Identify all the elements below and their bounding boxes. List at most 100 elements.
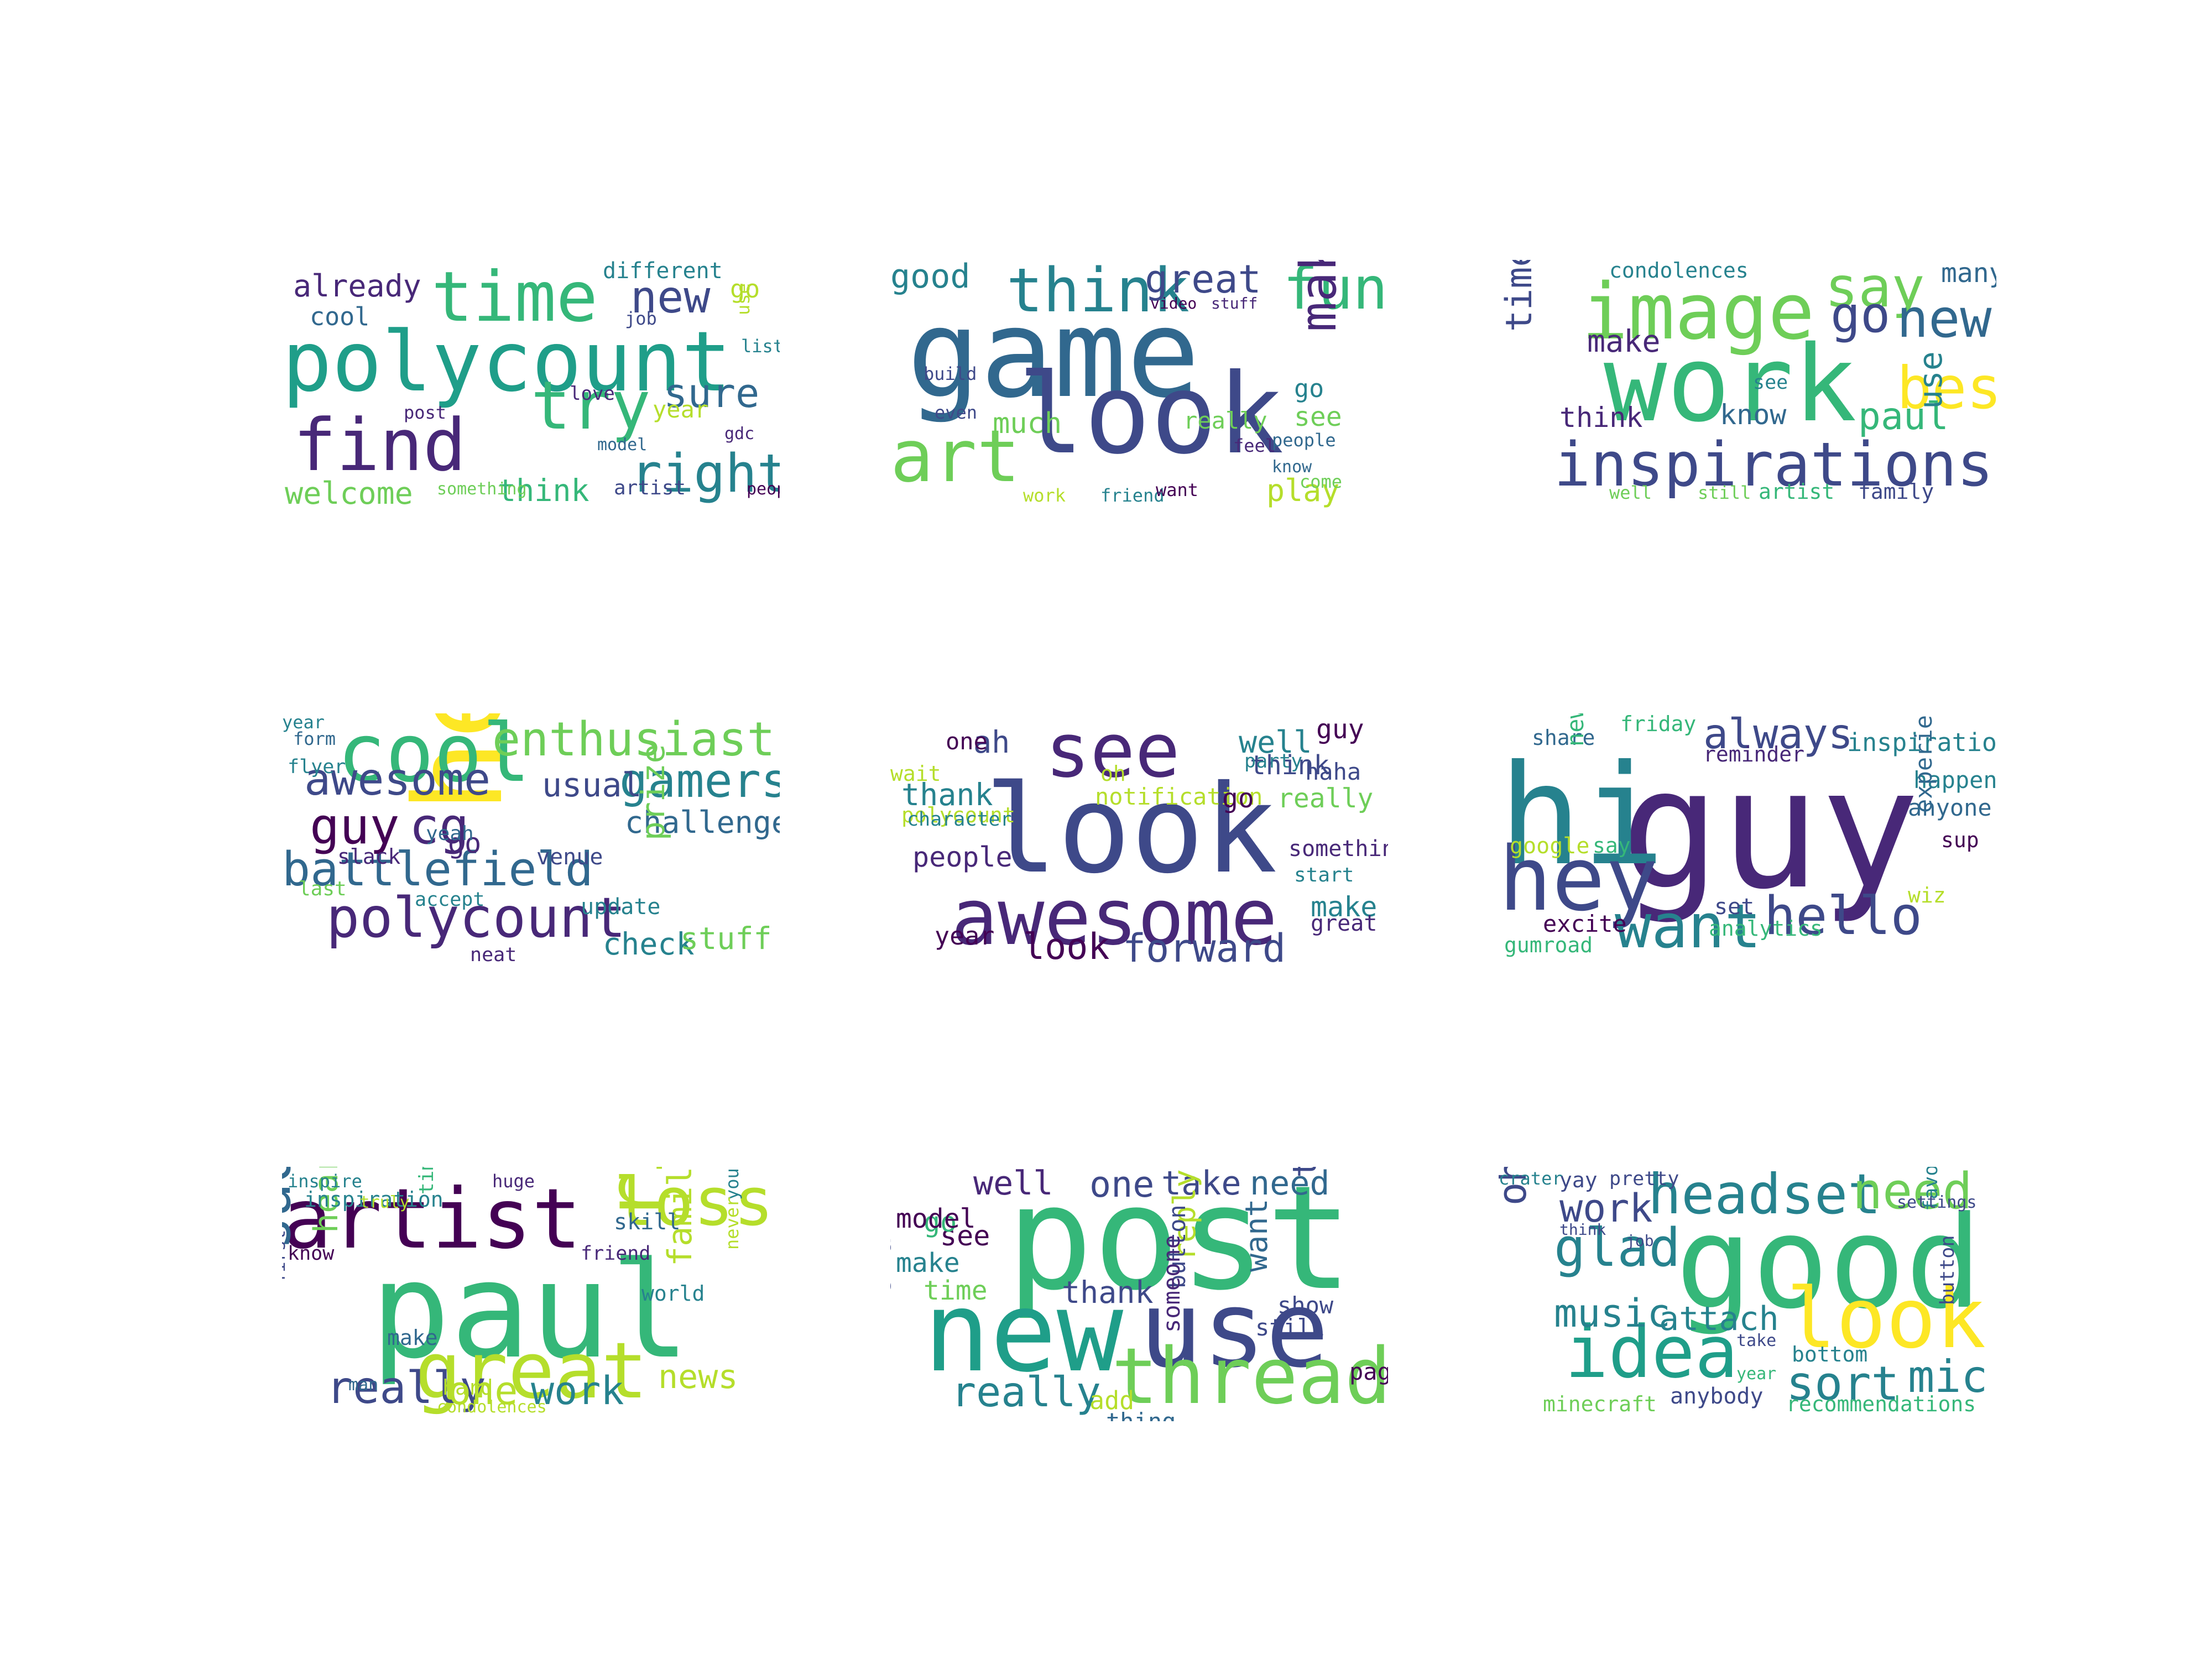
word: time — [1501, 260, 1537, 332]
word: never — [723, 1197, 741, 1250]
word: time — [431, 263, 598, 332]
word: year — [935, 924, 994, 948]
word: time — [924, 1277, 988, 1304]
word: really — [951, 1371, 1101, 1413]
word: party — [1244, 752, 1302, 771]
word: neat — [470, 946, 517, 965]
word: use — [734, 283, 752, 315]
word: go — [1294, 376, 1324, 401]
word: say — [1593, 835, 1631, 856]
word: music — [1554, 1294, 1671, 1333]
word: want — [1241, 1199, 1272, 1272]
word: condolences — [1609, 260, 1749, 281]
word: thank — [1062, 1277, 1154, 1308]
word: use — [1914, 351, 1947, 409]
word: button — [1938, 1235, 1958, 1305]
word: character — [907, 810, 1012, 830]
word: people — [1272, 431, 1336, 449]
word: well — [1609, 484, 1652, 502]
word: hard — [442, 1377, 493, 1398]
word: still — [1255, 1316, 1325, 1339]
word: someone — [1160, 1235, 1183, 1333]
word: condolences — [437, 1399, 547, 1416]
word: many — [1941, 260, 1996, 286]
word: think — [1559, 404, 1643, 431]
wordcloud-panel-9: goodlookideaheadsetneedgladlistenohworks… — [1499, 1167, 1996, 1421]
word: news — [658, 1360, 738, 1394]
word: model — [896, 1206, 976, 1232]
word: news — [1564, 713, 1587, 747]
word: skill — [614, 1211, 680, 1233]
word: friend — [1100, 487, 1165, 504]
word: stuff — [1211, 296, 1258, 311]
word: work — [1023, 487, 1066, 504]
word: attach — [1659, 1302, 1779, 1335]
word: venue — [536, 846, 603, 868]
word: even — [935, 404, 977, 421]
word: list — [741, 337, 780, 355]
word: recommendations — [1786, 1394, 1976, 1415]
word: first — [282, 1230, 288, 1283]
word: crater — [1499, 1170, 1563, 1187]
word: google — [1510, 835, 1590, 857]
word: still — [1698, 484, 1751, 502]
word: one — [946, 730, 988, 753]
word: pretty — [1609, 1170, 1679, 1189]
word: huge — [492, 1172, 535, 1190]
word: guy — [1316, 716, 1364, 743]
word: anybody — [1670, 1385, 1764, 1407]
word: slack — [337, 846, 400, 867]
word: know — [288, 1244, 334, 1264]
word: thing — [1106, 1410, 1176, 1421]
word: friend — [581, 1244, 650, 1264]
word: inspire — [288, 1172, 362, 1190]
word: start — [1294, 865, 1354, 885]
word: wiz — [1908, 885, 1946, 906]
word: already — [293, 271, 421, 301]
wordcloud-panel-1: polycount time find try right new sure already t… — [282, 260, 780, 514]
word: experience — [1912, 713, 1936, 813]
word: people — [747, 481, 780, 498]
word: something — [1288, 838, 1388, 860]
word: feel — [1233, 437, 1276, 455]
word: settings — [1897, 1194, 1977, 1211]
word: young — [723, 1167, 741, 1200]
word: different — [603, 260, 723, 282]
word: forum — [890, 1216, 896, 1316]
word: time — [417, 1167, 437, 1194]
word: job — [1626, 1233, 1654, 1249]
word: cool — [310, 304, 369, 329]
word: know — [1272, 459, 1312, 476]
word: think — [1288, 1167, 1322, 1178]
word: see — [1294, 404, 1342, 430]
word: wait — [890, 763, 941, 784]
word: oh — [1100, 763, 1126, 784]
word: welcome — [285, 478, 413, 509]
wordcloud-panel-3: workimageinspirationsbestsaynewgomuchone… — [1499, 260, 1996, 514]
word: flyer — [288, 758, 346, 777]
word: build — [924, 365, 977, 383]
word: well — [973, 1167, 1053, 1200]
word: love — [570, 384, 615, 403]
word: really — [1277, 785, 1373, 812]
wordcloud-panel-4: heycoolpolycountbattlefieldenthusiastsaw… — [282, 713, 780, 968]
word: model — [597, 437, 647, 453]
word: headset — [1648, 1167, 1881, 1222]
word: analytics — [1709, 918, 1823, 939]
word: job — [625, 310, 657, 327]
wordcloud-panel-8: postnewusethreadreallyonewelltakeneedthi… — [890, 1167, 1388, 1421]
word: usual — [542, 769, 642, 802]
word: friday — [1620, 713, 1696, 734]
word: good — [890, 260, 971, 293]
word: gdc — [724, 426, 754, 442]
word: world — [641, 1283, 705, 1304]
word: excite — [1543, 912, 1627, 936]
word: great — [1311, 912, 1377, 935]
word: much — [993, 409, 1062, 438]
word: people — [912, 843, 1013, 871]
word: know — [1720, 401, 1786, 429]
word: one — [1089, 1167, 1154, 1203]
word: forward — [1123, 929, 1286, 968]
word: really — [1183, 409, 1267, 432]
